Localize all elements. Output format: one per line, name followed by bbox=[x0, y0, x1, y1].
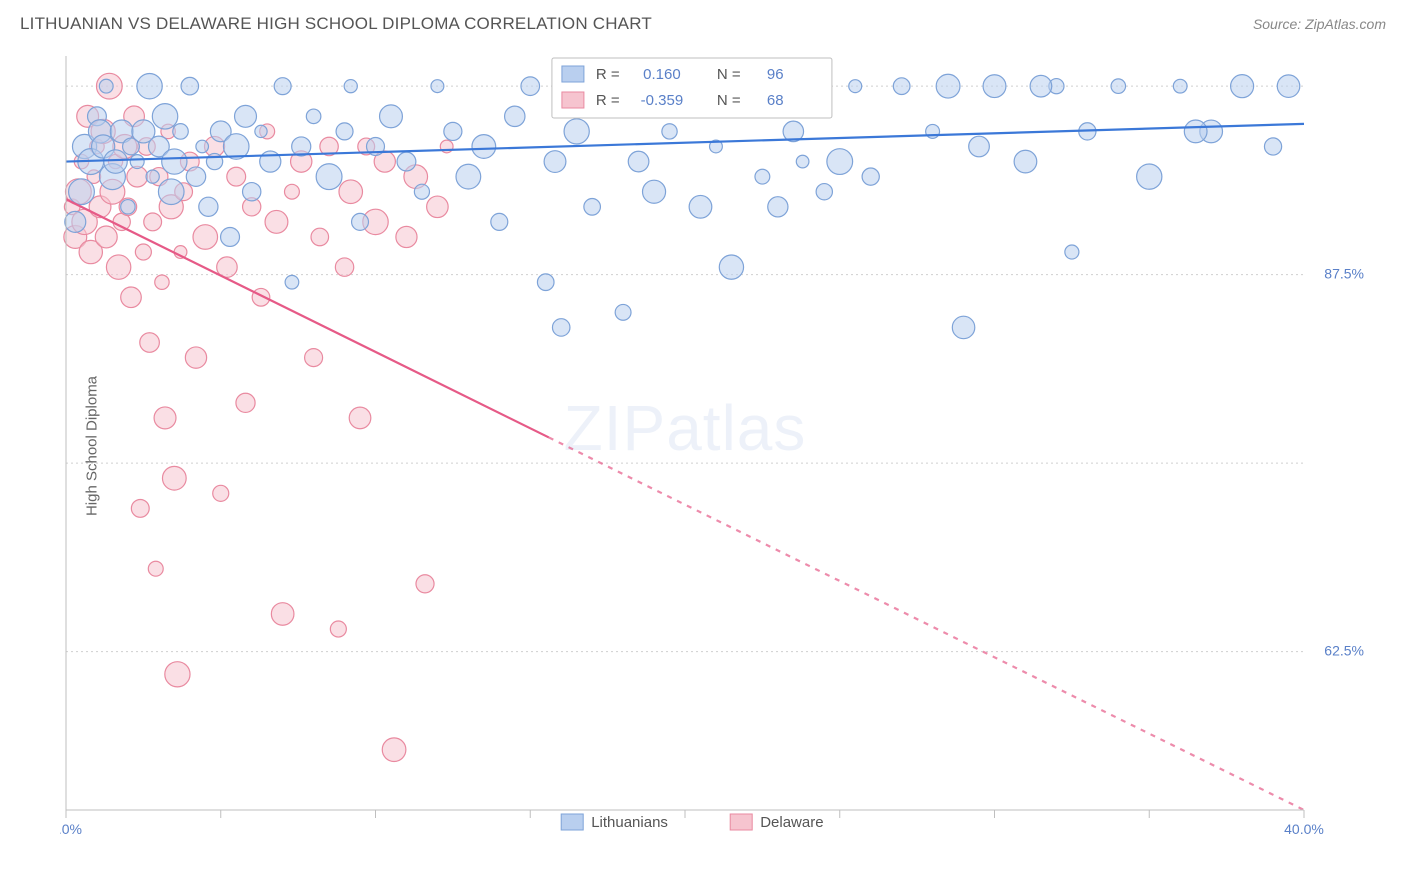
chart-title: LITHUANIAN VS DELAWARE HIGH SCHOOL DIPLO… bbox=[20, 14, 652, 34]
svg-text:40.0%: 40.0% bbox=[1284, 821, 1324, 837]
svg-text:Lithuanians: Lithuanians bbox=[591, 814, 668, 831]
svg-text:68: 68 bbox=[767, 92, 784, 109]
chart-header: LITHUANIAN VS DELAWARE HIGH SCHOOL DIPLO… bbox=[20, 14, 1386, 34]
source-attribution: Source: ZipAtlas.com bbox=[1253, 16, 1386, 32]
svg-text:96: 96 bbox=[767, 66, 784, 83]
svg-text:R =: R = bbox=[596, 66, 620, 83]
svg-text:ZIPatlas: ZIPatlas bbox=[564, 392, 807, 464]
svg-text:N =: N = bbox=[717, 66, 741, 83]
svg-text:R =: R = bbox=[596, 92, 620, 109]
chart-svg: 62.5% 87.5% ZIPatlas 0.0% 40.0% R = 0.160 N = 96… bbox=[60, 50, 1378, 840]
scatter-plot-area: 62.5% 87.5% ZIPatlas 0.0% 40.0% R = 0.160 N = 96… bbox=[60, 50, 1378, 840]
svg-text:-0.359: -0.359 bbox=[641, 92, 684, 109]
svg-text:N =: N = bbox=[717, 92, 741, 109]
svg-text:0.160: 0.160 bbox=[643, 66, 681, 83]
svg-text:87.5%: 87.5% bbox=[1324, 265, 1364, 281]
svg-text:0.0%: 0.0% bbox=[60, 821, 82, 837]
svg-text:62.5%: 62.5% bbox=[1324, 642, 1364, 658]
svg-text:Delaware: Delaware bbox=[760, 814, 823, 831]
